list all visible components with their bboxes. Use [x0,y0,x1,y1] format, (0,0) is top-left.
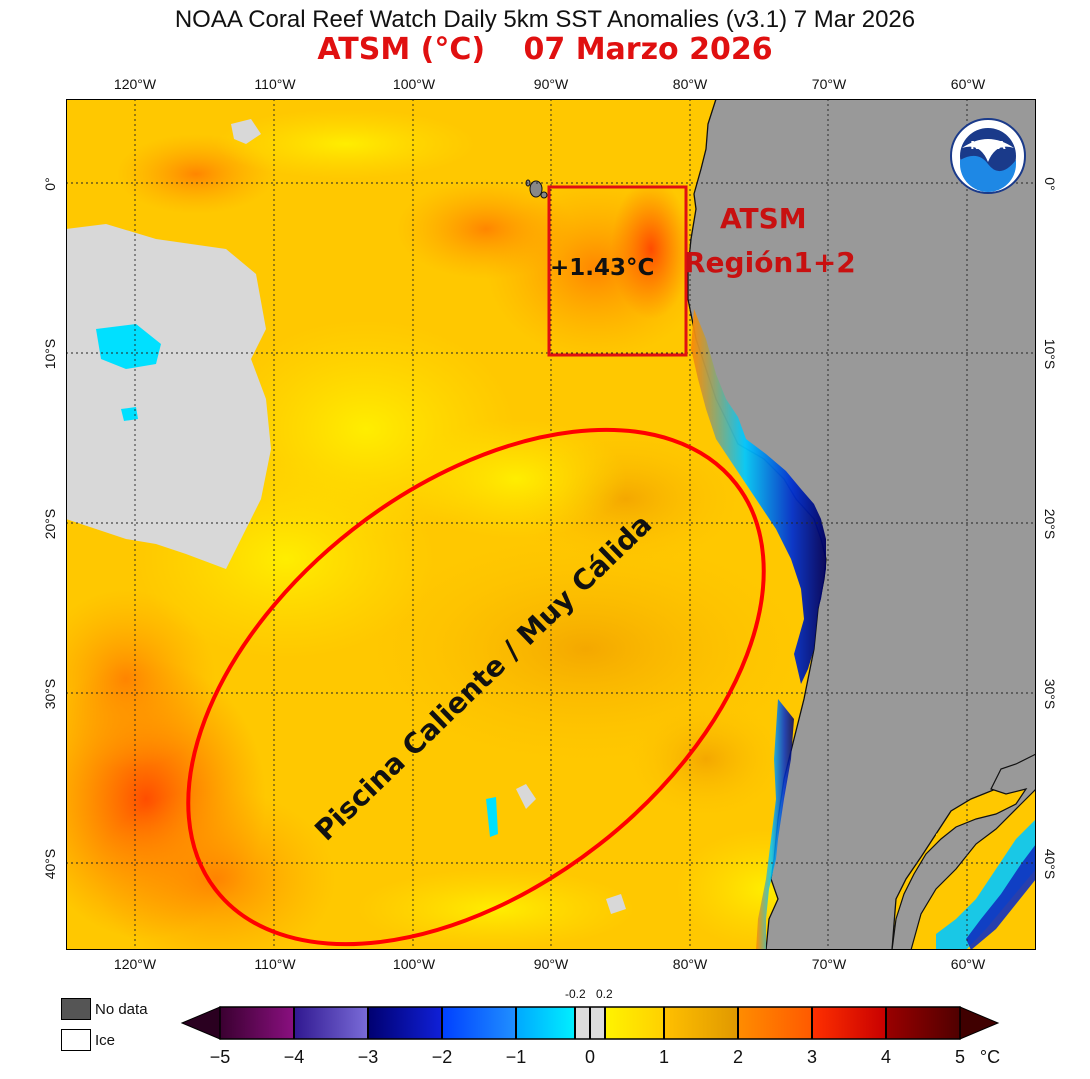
colorbar-tick-label: −1 [505,1047,527,1067]
colorbar-tick-label: 2 [732,1047,743,1067]
subtitle-variable: ATSM (°C) [317,32,486,67]
lon-tick-bottom: 90°W [533,956,569,972]
lat-tick-right: 10°S [1042,338,1058,370]
lat-tick-left: 30°S [42,678,58,710]
lat-tick-right: 20°S [1042,508,1058,540]
subtitle-date: 07 Marzo 2026 [523,32,773,67]
lon-tick-bottom: 80°W [672,956,708,972]
colorbar-unit: °C [979,1047,1001,1067]
region-label-line2: Región1+2 [684,246,856,279]
ice-swatch [61,1029,91,1051]
noaa-logo-text: NOAA [970,139,1006,152]
lat-tick-left: 20°S [42,508,58,540]
lat-tick-left: 0° [42,177,58,191]
cyan-speckles [96,324,498,837]
warm-pool-ellipse [186,427,766,947]
no-data-swatch [61,998,91,1020]
lon-tick-bottom: 70°W [811,956,847,972]
lon-tick-top: 60°W [950,76,986,92]
map-title: NOAA Coral Reef Watch Daily 5km SST Anom… [174,6,916,33]
region-anomaly-value: +1.43°C [550,255,655,281]
galapagos-islands [525,179,548,199]
atlantic-cold-band [966,844,1036,950]
colorbar-tick-label: −2 [431,1047,453,1067]
map-frame [66,99,1036,950]
colorbar-tick-label: 1 [658,1047,669,1067]
lon-tick-top: 80°W [672,76,708,92]
lon-tick-top: 70°W [811,76,847,92]
lon-tick-bottom: 110°W [254,956,296,972]
no-data-label: No data [95,1001,148,1018]
lon-tick-top: 120°W [113,76,157,92]
lon-tick-top: 100°W [392,76,436,92]
colorbar-tick-label: −3 [357,1047,379,1067]
colorbar-label-small-right: 0.2 [596,987,613,1001]
lat-tick-right: 30°S [1042,678,1058,710]
lat-tick-left: 40°S [42,848,58,880]
lon-tick-bottom: 120°W [113,956,157,972]
anomaly-field [66,109,856,950]
colorbar-label-small-left: -0.2 [565,987,586,1001]
colorbar-tick-label: −4 [283,1047,305,1067]
colorbar-tick-label: 3 [806,1047,817,1067]
colorbar [180,1006,1000,1040]
noaa-logo [950,118,1026,194]
lon-tick-top: 110°W [254,76,296,92]
map-subtitle: ATSM (°C) 07 Marzo 2026 [0,32,1090,67]
region-1-2-box [547,185,688,357]
lon-tick-top: 90°W [533,76,569,92]
ice-label: Ice [95,1032,116,1049]
colorbar-tick-label: −5 [209,1047,231,1067]
colorbar-tick-label: 0 [584,1047,595,1067]
lon-tick-bottom: 100°W [392,956,436,972]
coastal-cold-band [691,309,826,684]
graticule [66,99,1036,950]
lat-tick-right: 0° [1042,177,1058,191]
patagonia-land [891,753,1036,950]
sst-anomaly-map: NOAA [66,99,1036,950]
region-label-line1: ATSM [720,202,807,235]
lat-tick-right: 40°S [1042,848,1058,880]
colorbar-tick-label: 5 [954,1047,965,1067]
colorbar-tick-label: 4 [880,1047,891,1067]
lon-tick-bottom: 60°W [950,956,986,972]
coastal-cold-band [756,699,794,950]
lat-tick-left: 10°S [42,338,58,370]
atlantic-cold-band [936,819,1036,950]
